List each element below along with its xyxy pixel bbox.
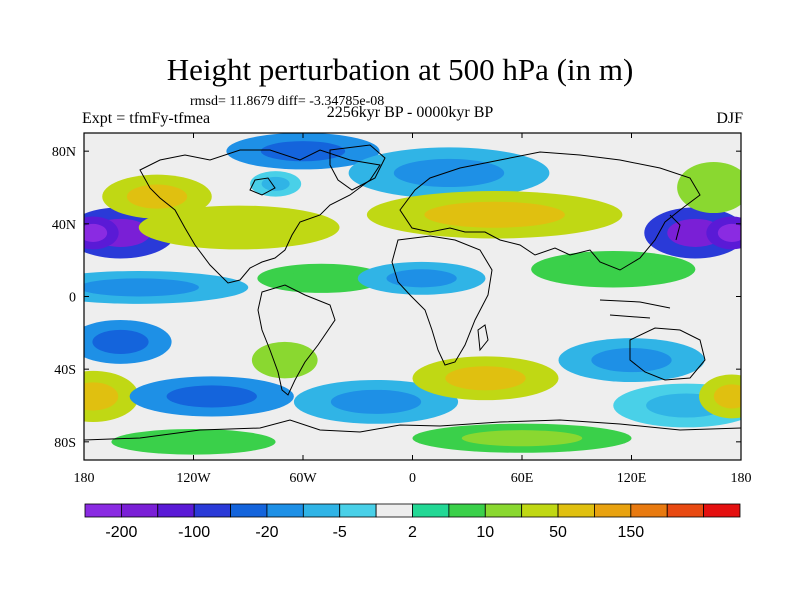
field-core-12	[84, 278, 199, 297]
colorbar-swatch	[448, 503, 486, 518]
coastline-australia	[629, 327, 706, 381]
x-tick-label: 0	[409, 471, 416, 486]
field-core-6	[393, 158, 505, 188]
field-core-13	[286, 270, 357, 287]
colorbar-label: 50	[549, 524, 567, 541]
coastlines	[84, 144, 741, 441]
field-core-15	[92, 329, 149, 354]
field-core-9	[717, 223, 741, 242]
colorbar-swatch	[666, 503, 705, 518]
field-core-19	[330, 389, 422, 414]
coastline-eurasia	[399, 151, 701, 271]
field-core-11	[568, 259, 659, 280]
colorbar-label: -100	[178, 524, 210, 541]
colorbar-swatch	[193, 503, 231, 518]
field-core-7	[424, 201, 565, 228]
colorbar-swatch	[375, 503, 413, 518]
colorbar-swatch	[230, 503, 268, 518]
season-label: DJF	[716, 110, 743, 127]
colorbar-label: 2	[408, 524, 417, 541]
field-core-2	[260, 141, 346, 162]
x-tick-label: 120E	[617, 471, 647, 486]
x-tick-label: 60E	[511, 471, 534, 486]
field-core-24	[148, 434, 239, 449]
coastline-south-america	[257, 284, 336, 396]
field-core-10	[693, 173, 734, 202]
colorbar-label: -20	[255, 524, 278, 541]
coastline-madagascar	[477, 324, 489, 352]
experiment-label: Expt = tfmFy-tfmea	[82, 110, 211, 127]
colorbar-label: -200	[105, 524, 137, 541]
y-tick-label: 40N	[52, 218, 76, 233]
coastline-antarctica	[84, 419, 741, 441]
coastline-north-america	[139, 149, 381, 284]
y-tick-label: 40S	[54, 363, 76, 378]
colorbar-swatch	[594, 503, 632, 518]
field-core-25	[461, 430, 583, 447]
field-core-16	[84, 382, 119, 411]
field-core-4	[126, 184, 188, 209]
x-tick-label: 120W	[176, 471, 211, 486]
colorbar-swatch	[302, 503, 341, 518]
colorbar-label: -5	[333, 524, 347, 541]
colorbar-label: 10	[476, 524, 494, 541]
field-core-3	[261, 176, 290, 191]
height-field	[84, 133, 741, 460]
coastline-indonesia	[599, 299, 671, 319]
colorbar-swatch	[339, 503, 377, 518]
y-tick-label: 80N	[52, 145, 76, 160]
colorbar-swatch	[84, 503, 122, 518]
colorbar-swatch	[521, 503, 559, 518]
y-tick-label: 0	[69, 291, 76, 306]
field-core-1	[84, 223, 108, 242]
x-tick-label: 180	[731, 471, 752, 486]
time-range-label: 2256kyr BP - 0000kyr BP	[326, 104, 494, 121]
stats-label: rmsd= 11.8679 diff= -3.34785e-08	[190, 94, 385, 109]
colorbar-swatch	[157, 503, 195, 518]
colorbar-swatch	[484, 503, 523, 518]
coastline-greenland	[329, 144, 386, 191]
x-tick-label: 180	[74, 471, 95, 486]
map-axes: 180 120W 60W 0 60E 120E 180 80N 40N 0 40S 80S	[52, 133, 752, 486]
colorbar-swatch	[630, 503, 668, 518]
colorbar-swatch	[412, 503, 450, 518]
field-core-20	[445, 366, 526, 391]
colorbar-swatch	[703, 503, 741, 518]
field-core-5	[183, 215, 295, 240]
coastline-japan	[669, 214, 681, 241]
x-tick-label: 60W	[289, 471, 317, 486]
colorbar-swatch	[120, 503, 159, 518]
colorbar-label: 150	[617, 524, 644, 541]
field-core-17	[166, 385, 257, 408]
coastline-africa	[391, 235, 493, 366]
colorbar-swatch	[266, 503, 304, 518]
field-core-14	[386, 269, 457, 288]
plot-title: Height perturbation at 500 hPa (in m)	[166, 52, 634, 87]
coastline-hudson-bay	[249, 177, 276, 196]
field-core-21	[591, 348, 672, 373]
field-core-23	[713, 384, 741, 409]
colorbar-swatch	[557, 503, 595, 518]
y-tick-label: 80S	[54, 436, 76, 451]
